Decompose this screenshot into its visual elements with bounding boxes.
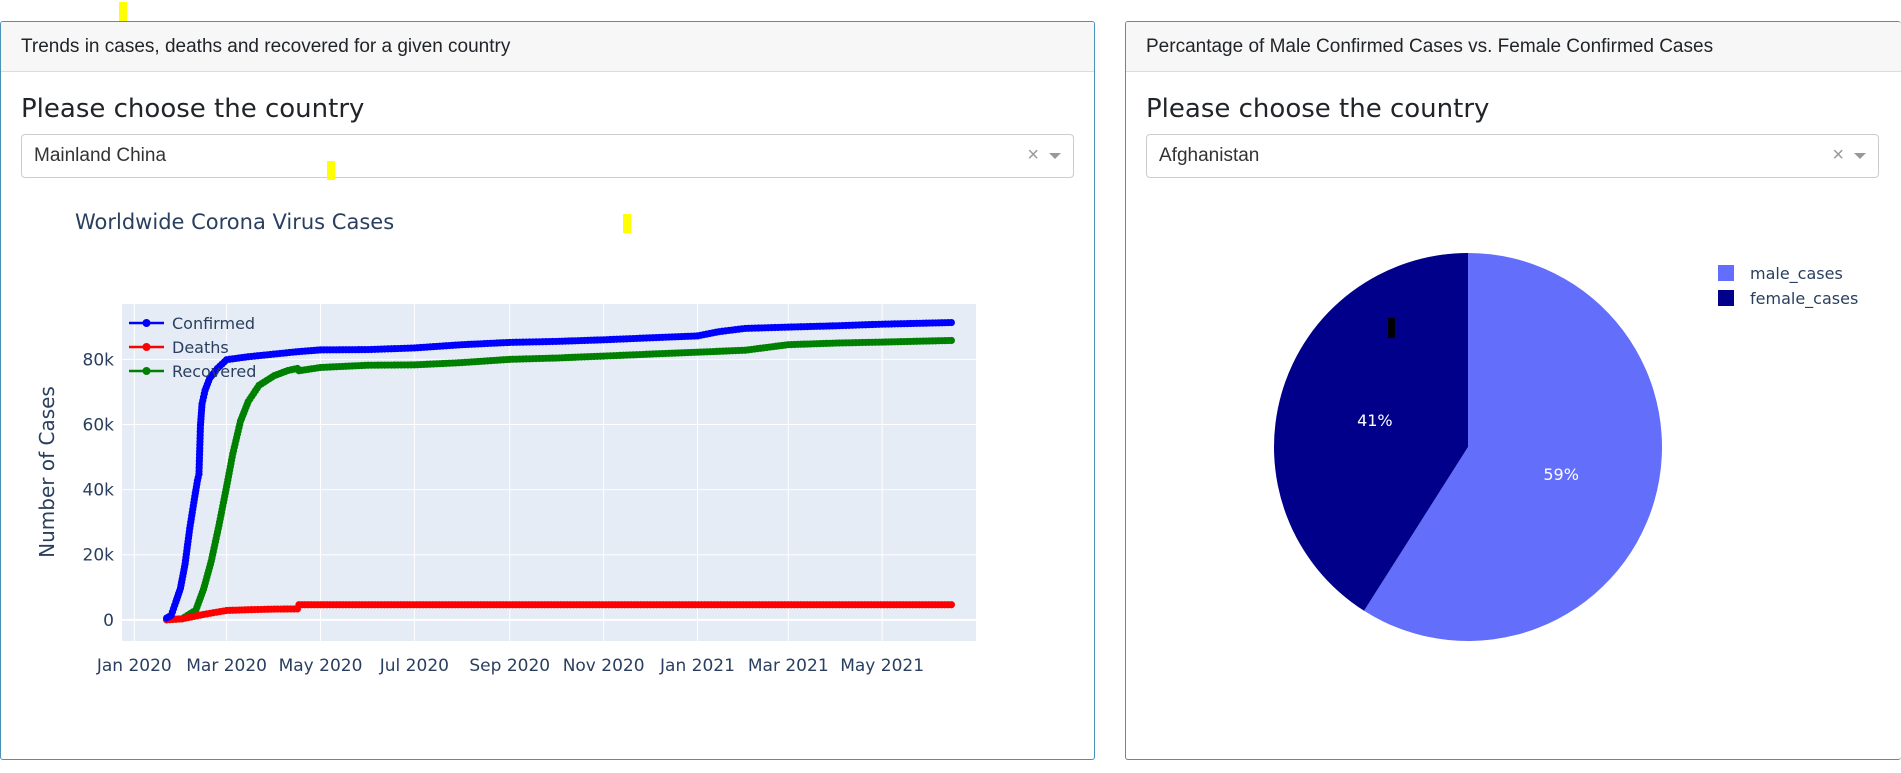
series-layer <box>163 318 955 624</box>
highlight-marker <box>327 161 335 180</box>
legend-swatch-marker <box>142 367 151 375</box>
y-tick-label: 60k <box>83 415 115 435</box>
country-select-value: Afghanistan <box>1159 145 1260 166</box>
legend-item-recovered[interactable]: Recovered <box>129 362 256 381</box>
clear-icon[interactable]: × <box>1027 144 1039 166</box>
x-tick-label: Mar 2020 <box>186 656 267 676</box>
legend-swatch <box>1718 290 1734 306</box>
cases-line-chart: Worldwide Corona Virus Cases Jan 2020 Mar… <box>35 210 976 676</box>
trends-card-header: Trends in cases, deaths and recovered fo… <box>1 22 1094 72</box>
recovered-point <box>947 336 955 345</box>
y-tick-label: 40k <box>83 481 115 501</box>
legend-swatch-marker <box>142 319 151 327</box>
country-select[interactable]: Afghanistan × <box>1146 134 1879 178</box>
x-tick-label: Jan 2021 <box>659 656 735 676</box>
legend-label: female_cases <box>1750 289 1858 309</box>
country-prompt-label: Please choose the country <box>1146 94 1490 124</box>
chevron-down-icon[interactable] <box>1854 153 1866 159</box>
pie-slice-label: 41% <box>1357 411 1393 430</box>
y-tick-labels: 0 20k 40k 60k 80k <box>83 350 115 630</box>
chart-title: Worldwide Corona Virus Cases <box>75 210 394 234</box>
legend-item-male-cases[interactable]: male_cases <box>1718 264 1843 284</box>
legend-swatch-marker <box>142 343 151 351</box>
x-tick-label: May 2020 <box>279 656 363 676</box>
country-select-value: Mainland China <box>34 145 167 166</box>
gender-card-header: Percantage of Male Confirmed Cases vs. F… <box>1126 22 1901 72</box>
x-tick-label: Jan 2020 <box>96 656 172 676</box>
chart-legend[interactable]: Confirmed Deaths Recovered <box>129 314 256 381</box>
recovered-series <box>163 336 955 624</box>
y-tick-label: 80k <box>83 350 115 370</box>
gender-pie-chart: 59% 41% male_cases female_cases <box>1274 253 1858 641</box>
x-tick-label: Sep 2020 <box>469 656 550 676</box>
pie-slice-female-cases <box>1274 253 1468 611</box>
y-axis-title: Number of Cases <box>35 386 59 558</box>
pie-slices: 59% 41% <box>1274 253 1662 641</box>
legend-label: Deaths <box>172 338 229 357</box>
pie-slice-male-cases <box>1364 253 1662 641</box>
legend-label: Confirmed <box>172 314 255 333</box>
pie-legend[interactable]: male_cases female_cases <box>1718 264 1858 309</box>
legend-item-female-cases[interactable]: female_cases <box>1718 289 1858 309</box>
deaths-point <box>947 601 955 609</box>
y-tick-label: 0 <box>103 611 114 631</box>
legend-swatch <box>1718 265 1734 281</box>
pie-slice-label: 59% <box>1543 465 1579 484</box>
x-tick-label: Mar 2021 <box>748 656 829 676</box>
legend-label: male_cases <box>1750 264 1843 284</box>
chevron-down-icon[interactable] <box>1049 153 1061 159</box>
country-select[interactable]: Mainland China × <box>21 134 1074 178</box>
legend-item-confirmed[interactable]: Confirmed <box>129 314 255 333</box>
highlight-marker <box>623 214 631 233</box>
y-tick-label: 20k <box>83 546 115 566</box>
country-prompt-label: Please choose the country <box>21 94 365 124</box>
clear-icon[interactable]: × <box>1832 144 1844 166</box>
confirmed-series <box>163 318 955 622</box>
confirmed-point <box>947 318 955 327</box>
deaths-series <box>163 601 955 624</box>
trends-card: Trends in cases, deaths and recovered fo… <box>0 21 1095 760</box>
gender-card: Percantage of Male Confirmed Cases vs. F… <box>1125 21 1901 760</box>
legend-item-deaths[interactable]: Deaths <box>129 338 229 357</box>
x-tick-labels: Jan 2020 Mar 2020 May 2020 Jul 2020 Sep 2020… <box>96 656 924 676</box>
highlight-marker <box>119 2 127 21</box>
cursor-marker <box>1388 318 1395 338</box>
legend-label: Recovered <box>172 362 256 381</box>
x-tick-label: Jul 2020 <box>379 656 449 676</box>
x-tick-label: May 2021 <box>840 656 924 676</box>
x-tick-label: Nov 2020 <box>563 656 645 676</box>
